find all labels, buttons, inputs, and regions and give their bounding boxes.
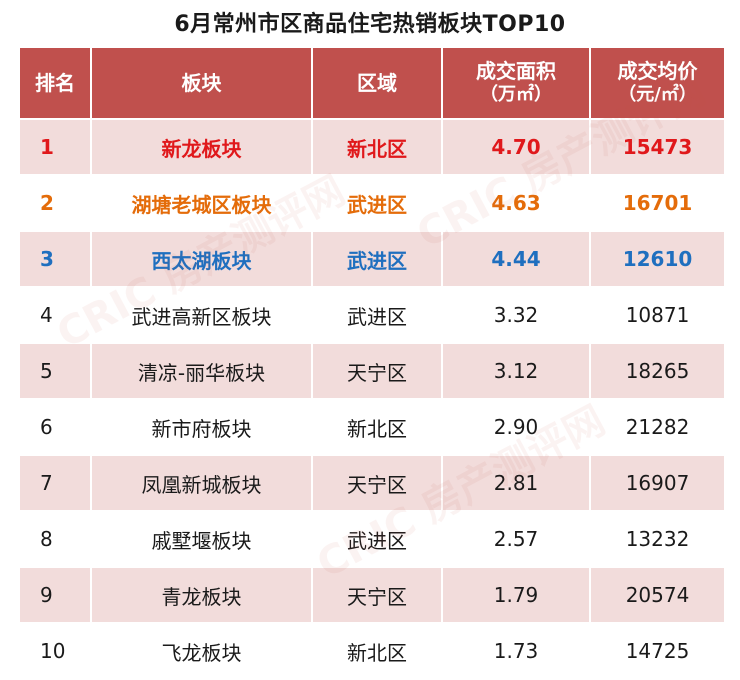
table-row: 1 新龙板块 新北区 4.70 15473 [18,118,726,176]
cell-district: 武进区 [311,230,443,288]
table-row: 6 新市府板块 新北区 2.90 21282 [18,398,726,456]
cell-area: 4.44 [441,230,591,288]
cell-area: 3.12 [441,342,591,400]
cell-block: 西太湖板块 [90,230,313,288]
cell-price: 15473 [589,118,726,176]
header-rank: 排名 [18,46,92,120]
cell-area: 1.73 [441,622,591,680]
header-price: 成交均价 （元/㎡） [589,46,726,120]
table-title: 6月常州市区商品住宅热销板块TOP10 [174,12,566,37]
cell-district: 武进区 [311,286,443,344]
cell-area: 4.70 [441,118,591,176]
cell-price: 16701 [589,174,726,232]
table-row: 7 凤凰新城板块 天宁区 2.81 16907 [18,454,726,512]
cell-area: 3.32 [441,286,591,344]
cell-block: 飞龙板块 [90,622,313,680]
cell-rank: 6 [18,398,92,456]
table-row: 8 戚墅堰板块 武进区 2.57 13232 [18,510,726,568]
table-row: 10 飞龙板块 新北区 1.73 14725 [18,622,726,680]
cell-rank: 10 [18,622,92,680]
header-price-label: 成交均价 [617,59,698,84]
table-row: 3 西太湖板块 武进区 4.44 12610 [18,230,726,288]
cell-area: 4.63 [441,174,591,232]
cell-block: 新市府板块 [90,398,313,456]
cell-price: 21282 [589,398,726,456]
cell-block: 青龙板块 [90,566,313,624]
cell-price: 13232 [589,510,726,568]
cell-district: 天宁区 [311,454,443,512]
cell-block: 新龙板块 [90,118,313,176]
table-row: 9 青龙板块 天宁区 1.79 20574 [18,566,726,624]
cell-district: 天宁区 [311,566,443,624]
cell-price: 20574 [589,566,726,624]
cell-block: 武进高新区板块 [90,286,313,344]
table-row: 4 武进高新区板块 武进区 3.32 10871 [18,286,726,344]
cell-district: 天宁区 [311,342,443,400]
cell-rank: 3 [18,230,92,288]
header-district: 区域 [311,46,443,120]
header-block: 板块 [90,46,313,120]
header-area-unit: （万㎡） [480,84,552,106]
cell-rank: 7 [18,454,92,512]
table-row: 2 湖塘老城区板块 武进区 4.63 16701 [18,174,726,232]
table-row: 5 清凉-丽华板块 天宁区 3.12 18265 [18,342,726,400]
cell-rank: 4 [18,286,92,344]
cell-district: 新北区 [311,398,443,456]
table-header-row: 排名 板块 区域 成交面积 （万㎡） 成交均价 （元/㎡） [18,46,726,120]
cell-area: 1.79 [441,566,591,624]
cell-price: 14725 [589,622,726,680]
header-area-label: 成交面积 [476,59,556,84]
cell-area: 2.57 [441,510,591,568]
cell-price: 18265 [589,342,726,400]
cell-price: 16907 [589,454,726,512]
cell-rank: 5 [18,342,92,400]
cell-rank: 2 [18,174,92,232]
cell-block: 清凉-丽华板块 [90,342,313,400]
cell-block: 凤凰新城板块 [90,454,313,512]
cell-district: 新北区 [311,622,443,680]
cell-rank: 1 [18,118,92,176]
cell-price: 10871 [589,286,726,344]
hot-blocks-table: 排名 板块 区域 成交面积 （万㎡） 成交均价 （元/㎡） 1 新龙板块 新北区… [18,46,726,680]
cell-rank: 8 [18,510,92,568]
cell-area: 2.90 [441,398,591,456]
header-area: 成交面积 （万㎡） [441,46,591,120]
cell-block: 湖塘老城区板块 [90,174,313,232]
header-price-unit: （元/㎡） [618,84,697,106]
cell-price: 12610 [589,230,726,288]
cell-district: 新北区 [311,118,443,176]
cell-rank: 9 [18,566,92,624]
cell-area: 2.81 [441,454,591,512]
cell-district: 武进区 [311,174,443,232]
cell-district: 武进区 [311,510,443,568]
cell-block: 戚墅堰板块 [90,510,313,568]
